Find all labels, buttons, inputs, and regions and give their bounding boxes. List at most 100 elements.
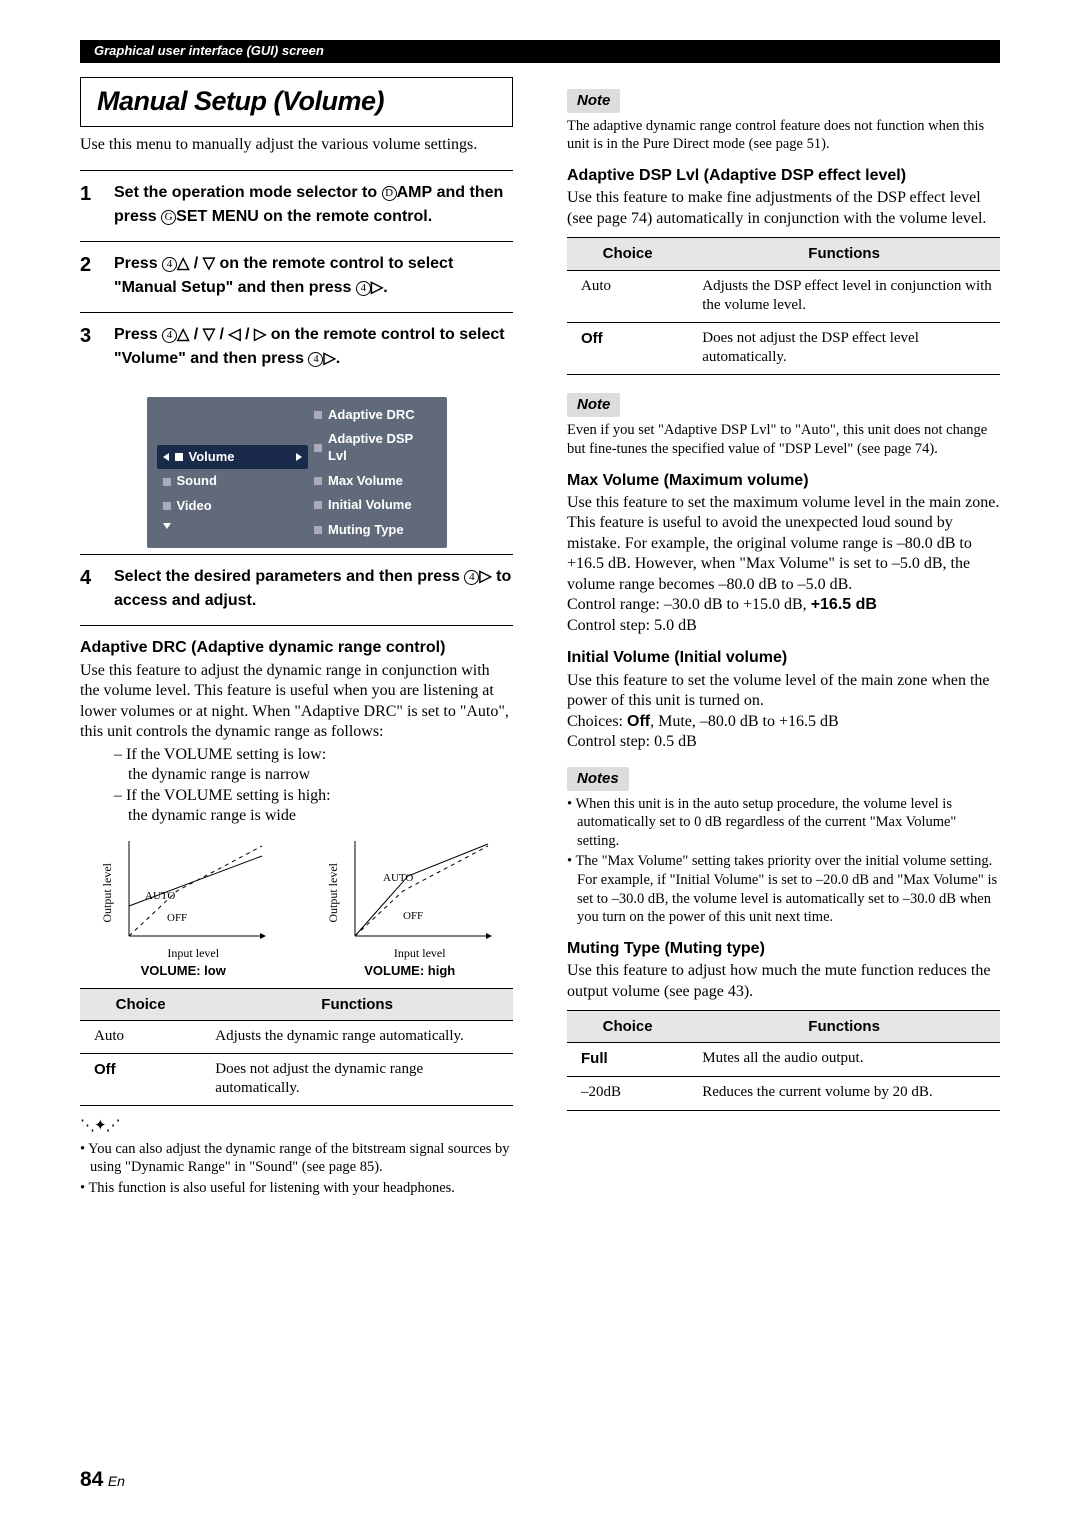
step-3: 3 Press 4△ / ▽ / ◁ / ▷ on the remote con… [80, 312, 513, 383]
initvol-head: Initial Volume (Initial volume) [567, 648, 1000, 668]
muting-table: ChoiceFunctions FullMutes all the audio … [567, 1010, 1000, 1111]
th-choice: Choice [567, 238, 688, 270]
maxvol-range: Control range: –30.0 dB to +15.0 dB, +16… [567, 595, 1000, 615]
adsp-table: ChoiceFunctions AutoAdjusts the DSP effe… [567, 237, 1000, 375]
menu-label: Sound [177, 473, 217, 490]
step-4: 4 Select the desired parameters and then… [80, 554, 513, 626]
triangle-right-icon [296, 453, 302, 461]
square-icon [175, 453, 183, 461]
submenu-item: Adaptive DRC [308, 403, 440, 428]
graph-svg: AUTO OFF [343, 841, 493, 946]
svg-text:AUTO: AUTO [383, 872, 413, 884]
table-cell: Mutes all the audio output. [688, 1043, 1000, 1077]
menu-item-sound: Sound [157, 469, 309, 494]
x-axis-label: Input level [120, 946, 267, 961]
th-func: Functions [201, 988, 513, 1020]
submenu-item: Max Volume [308, 469, 440, 494]
page-number: 84 En [80, 1467, 125, 1494]
initvol-choices: Choices: Off, Mute, –80.0 dB to +16.5 dB [567, 712, 1000, 732]
th-func: Functions [688, 1011, 1000, 1043]
note-text: Even if you set "Adaptive DSP Lvl" to "A… [567, 421, 1000, 458]
step-body: Set the operation mode selector to DAMP … [114, 181, 513, 229]
adrc-body: Use this feature to adjust the dynamic r… [80, 661, 513, 743]
table-cell: Does not adjust the DSP effect level aut… [688, 322, 1000, 374]
adrc-graphs: Output level AUTO OFF Input level VOLUME [80, 841, 513, 980]
page-title: Manual Setup (Volume) [97, 84, 496, 119]
step-num: 4 [80, 565, 114, 613]
menu-label: Adaptive DSP Lvl [328, 431, 435, 464]
t: If the VOLUME setting is low: [126, 746, 326, 763]
tip-icon: ⋱✦⋰ [80, 1116, 120, 1135]
note-label: Note [567, 89, 620, 113]
svg-text:AUTO: AUTO [145, 890, 175, 902]
menu-label: Video [177, 498, 212, 515]
table-cell: –20dB [567, 1077, 688, 1110]
muting-body: Use this feature to adjust how much the … [567, 961, 1000, 1002]
table-cell: Reduces the current volume by 20 dB. [688, 1077, 1000, 1110]
tips-list: You can also adjust the dynamic range of… [80, 1140, 513, 1198]
note-label: Note [567, 393, 620, 417]
table-cell: Adjusts the dynamic range automatically. [201, 1020, 513, 1053]
t: Set the operation mode selector to [114, 184, 382, 201]
graph-high: Output level AUTO OFF Input level VOLUME… [326, 841, 493, 980]
step-list: 1 Set the operation mode selector to DAM… [80, 170, 513, 383]
adsp-head: Adaptive DSP Lvl (Adaptive DSP effect le… [567, 166, 1000, 186]
step-num: 1 [80, 181, 114, 229]
graph-caption: VOLUME: high [326, 963, 493, 980]
adsp-body: Use this feature to make fine adjustment… [567, 188, 1000, 229]
tip-item: This function is also useful for listeni… [90, 1179, 513, 1198]
step-num: 2 [80, 252, 114, 300]
submenu-item: Muting Type [308, 518, 440, 543]
x-axis-label: Input level [346, 946, 493, 961]
table-cell: Off [80, 1053, 201, 1105]
maxvol-step: Control step: 5.0 dB [567, 616, 1000, 636]
menu-label: Muting Type [328, 522, 404, 539]
gui-menu: Volume Sound Video Adaptive DRC Adaptive… [147, 397, 447, 549]
maxvol-head: Max Volume (Maximum volume) [567, 471, 1000, 491]
muting-head: Muting Type (Muting type) [567, 939, 1000, 959]
adrc-table: ChoiceFunctions AutoAdjusts the dynamic … [80, 988, 513, 1107]
initvol-body: Use this feature to set the volume level… [567, 671, 1000, 712]
note-text: The adaptive dynamic range control featu… [567, 117, 1000, 154]
table-cell: Adjusts the DSP effect level in conjunct… [688, 270, 1000, 322]
th-choice: Choice [567, 1011, 688, 1043]
step-body: Press 4△ / ▽ on the remote control to se… [114, 252, 513, 300]
note-item: The "Max Volume" setting takes priority … [577, 852, 1000, 926]
menu-label: Initial Volume [328, 497, 412, 514]
notes-list: When this unit is in the auto setup proc… [567, 795, 1000, 927]
circled-d: D [382, 186, 397, 201]
circled-g: G [161, 210, 176, 225]
th-choice: Choice [80, 988, 201, 1020]
submenu-item: Initial Volume [308, 493, 440, 518]
table-cell: Does not adjust the dynamic range automa… [201, 1053, 513, 1105]
intro-text: Use this menu to manually adjust the var… [80, 135, 513, 155]
step-2: 2 Press 4△ / ▽ on the remote control to … [80, 241, 513, 312]
svg-text:OFF: OFF [167, 912, 187, 924]
tip-item: You can also adjust the dynamic range of… [90, 1140, 513, 1177]
tips-block: ⋱✦⋰ You can also adjust the dynamic rang… [80, 1116, 513, 1197]
menu-label: Volume [189, 449, 291, 466]
title-box: Manual Setup (Volume) [80, 77, 513, 128]
note-item: When this unit is in the auto setup proc… [577, 795, 1000, 851]
step-1: 1 Set the operation mode selector to DAM… [80, 170, 513, 241]
notes-label: Notes [567, 767, 629, 791]
table-cell: Off [567, 322, 688, 374]
table-cell: Full [567, 1043, 688, 1077]
menu-label: Adaptive DRC [328, 407, 415, 424]
th-func: Functions [688, 238, 1000, 270]
menu-item-volume: Volume [157, 445, 309, 470]
submenu-item: Adaptive DSP Lvl [308, 427, 440, 468]
svg-text:OFF: OFF [403, 910, 423, 922]
maxvol-body: Use this feature to set the maximum volu… [567, 493, 1000, 595]
triangle-left-icon [163, 453, 169, 461]
y-axis-label: Output level [326, 863, 341, 923]
initvol-step: Control step: 0.5 dB [567, 732, 1000, 752]
t: the dynamic range is wide [128, 806, 513, 826]
table-cell: Auto [80, 1020, 201, 1053]
section-header: Graphical user interface (GUI) screen [80, 40, 1000, 63]
step-num: 3 [80, 323, 114, 371]
menu-label: Max Volume [328, 473, 403, 490]
adrc-head: Adaptive DRC (Adaptive dynamic range con… [80, 638, 513, 658]
graph-low: Output level AUTO OFF Input level VOLUME [100, 841, 267, 980]
step-body: Select the desired parameters and then p… [114, 565, 513, 613]
